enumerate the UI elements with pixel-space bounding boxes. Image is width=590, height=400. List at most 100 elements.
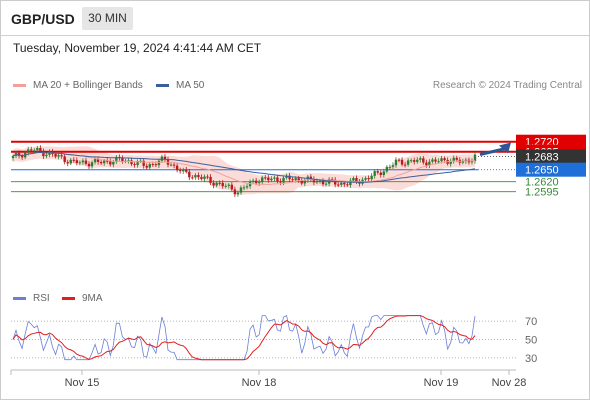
candle-body <box>291 179 294 181</box>
candle-body <box>349 180 352 186</box>
candle-body <box>379 172 382 176</box>
candle-body <box>130 160 133 165</box>
candle-body <box>431 159 434 162</box>
time-axis: Nov 15 Nov 18 Nov 19 Nov 28 <box>10 369 527 389</box>
candle-body <box>218 182 221 184</box>
candle-body <box>60 155 63 157</box>
candle-body <box>57 155 60 157</box>
candle-body <box>455 157 458 160</box>
candle-body <box>242 187 246 189</box>
candle-body <box>175 165 179 171</box>
level-value-1.2595: 1.2595 <box>525 187 559 199</box>
candle-body <box>312 179 316 183</box>
level-tag-1.2650 <box>516 162 586 177</box>
legend-ma50: MA 50 <box>156 80 204 91</box>
candle-body <box>449 161 452 164</box>
candle-body <box>178 170 182 172</box>
rsi-level-30: 30 <box>525 353 537 365</box>
candle-body <box>224 185 227 187</box>
candle-body <box>264 177 267 179</box>
candle-body <box>26 149 30 153</box>
candle-body <box>300 180 303 184</box>
candle-body <box>197 175 200 178</box>
candle-body <box>182 169 185 172</box>
level-tag-1.2683 <box>516 149 586 164</box>
candle-body <box>337 184 340 186</box>
timestamp: Tuesday, November 19, 2024 4:41:44 AM CE… <box>13 41 262 55</box>
9ma-swatch <box>62 297 75 300</box>
candle-body <box>39 147 42 152</box>
candle-body <box>78 162 82 164</box>
candle-body <box>81 160 85 163</box>
rsi-panel: 70 50 30 <box>11 315 537 365</box>
candle-body <box>106 160 109 162</box>
candle-body <box>157 160 161 166</box>
candle-body <box>343 182 346 185</box>
candle-body <box>443 158 446 161</box>
candle-body <box>276 177 279 182</box>
candle-body <box>422 158 425 163</box>
candle-body <box>215 182 218 186</box>
copyright-text: Research © 2024 Trading Central <box>432 80 582 91</box>
candle-body <box>282 177 285 183</box>
candle-body <box>440 158 443 162</box>
candle-body <box>169 164 173 166</box>
level-value-1.2650: 1.2650 <box>525 165 559 177</box>
candle-body <box>45 154 48 157</box>
header-bar: GBP/USD 30 MIN <box>0 0 590 36</box>
candle-body <box>90 162 94 167</box>
candle-body <box>327 179 331 184</box>
moving-averages <box>12 142 511 186</box>
candle-body <box>145 165 148 168</box>
candle-body <box>394 159 398 166</box>
candle-body <box>172 164 176 166</box>
symbol-title: GBP/USD <box>11 11 75 27</box>
rsi-level-70: 70 <box>525 316 537 328</box>
time-label-Nov-28: Nov 28 <box>492 377 527 389</box>
candle-body <box>373 171 376 176</box>
candle-body <box>227 184 231 186</box>
rsi-label: RSI <box>33 293 50 304</box>
time-label-Nov-15: Nov 15 <box>65 377 100 389</box>
9ma-label: 9MA <box>82 293 103 304</box>
candle-body <box>75 160 79 164</box>
candle-body <box>352 178 355 181</box>
candle-body <box>279 181 282 183</box>
candle-body <box>236 192 240 195</box>
candle-body <box>437 161 440 163</box>
candle-body <box>315 180 319 183</box>
legend-9ma: 9MA <box>62 293 103 304</box>
candle-body <box>333 179 337 185</box>
candle-body <box>142 160 145 166</box>
candle-body <box>403 164 407 166</box>
rsi-line <box>12 315 476 361</box>
candle-body <box>133 164 136 166</box>
candle-body <box>428 161 431 166</box>
candle-body <box>297 178 300 181</box>
candle-body <box>364 178 367 180</box>
candle-body <box>239 187 243 193</box>
candle-body <box>84 160 88 164</box>
candle-body <box>151 164 155 166</box>
timeframe-button[interactable]: 30 MIN <box>82 7 133 30</box>
candle-body <box>154 164 158 166</box>
candle-body <box>340 182 343 185</box>
candle-body <box>370 175 373 180</box>
candle-body <box>136 161 139 166</box>
candle-body <box>11 156 15 159</box>
candle-body <box>416 159 419 162</box>
candle-body <box>221 182 224 187</box>
candle-body <box>355 178 358 182</box>
candle-body <box>406 160 410 165</box>
candle-body <box>452 157 455 162</box>
candle-body <box>212 182 215 186</box>
candle-body <box>54 154 57 157</box>
candle-body <box>209 176 212 183</box>
candle-body <box>206 176 209 178</box>
candle-body <box>330 179 334 181</box>
time-label-Nov-19: Nov 19 <box>424 377 459 389</box>
candle-body <box>470 160 474 163</box>
candle-body <box>425 162 428 166</box>
candle-body <box>270 178 273 181</box>
